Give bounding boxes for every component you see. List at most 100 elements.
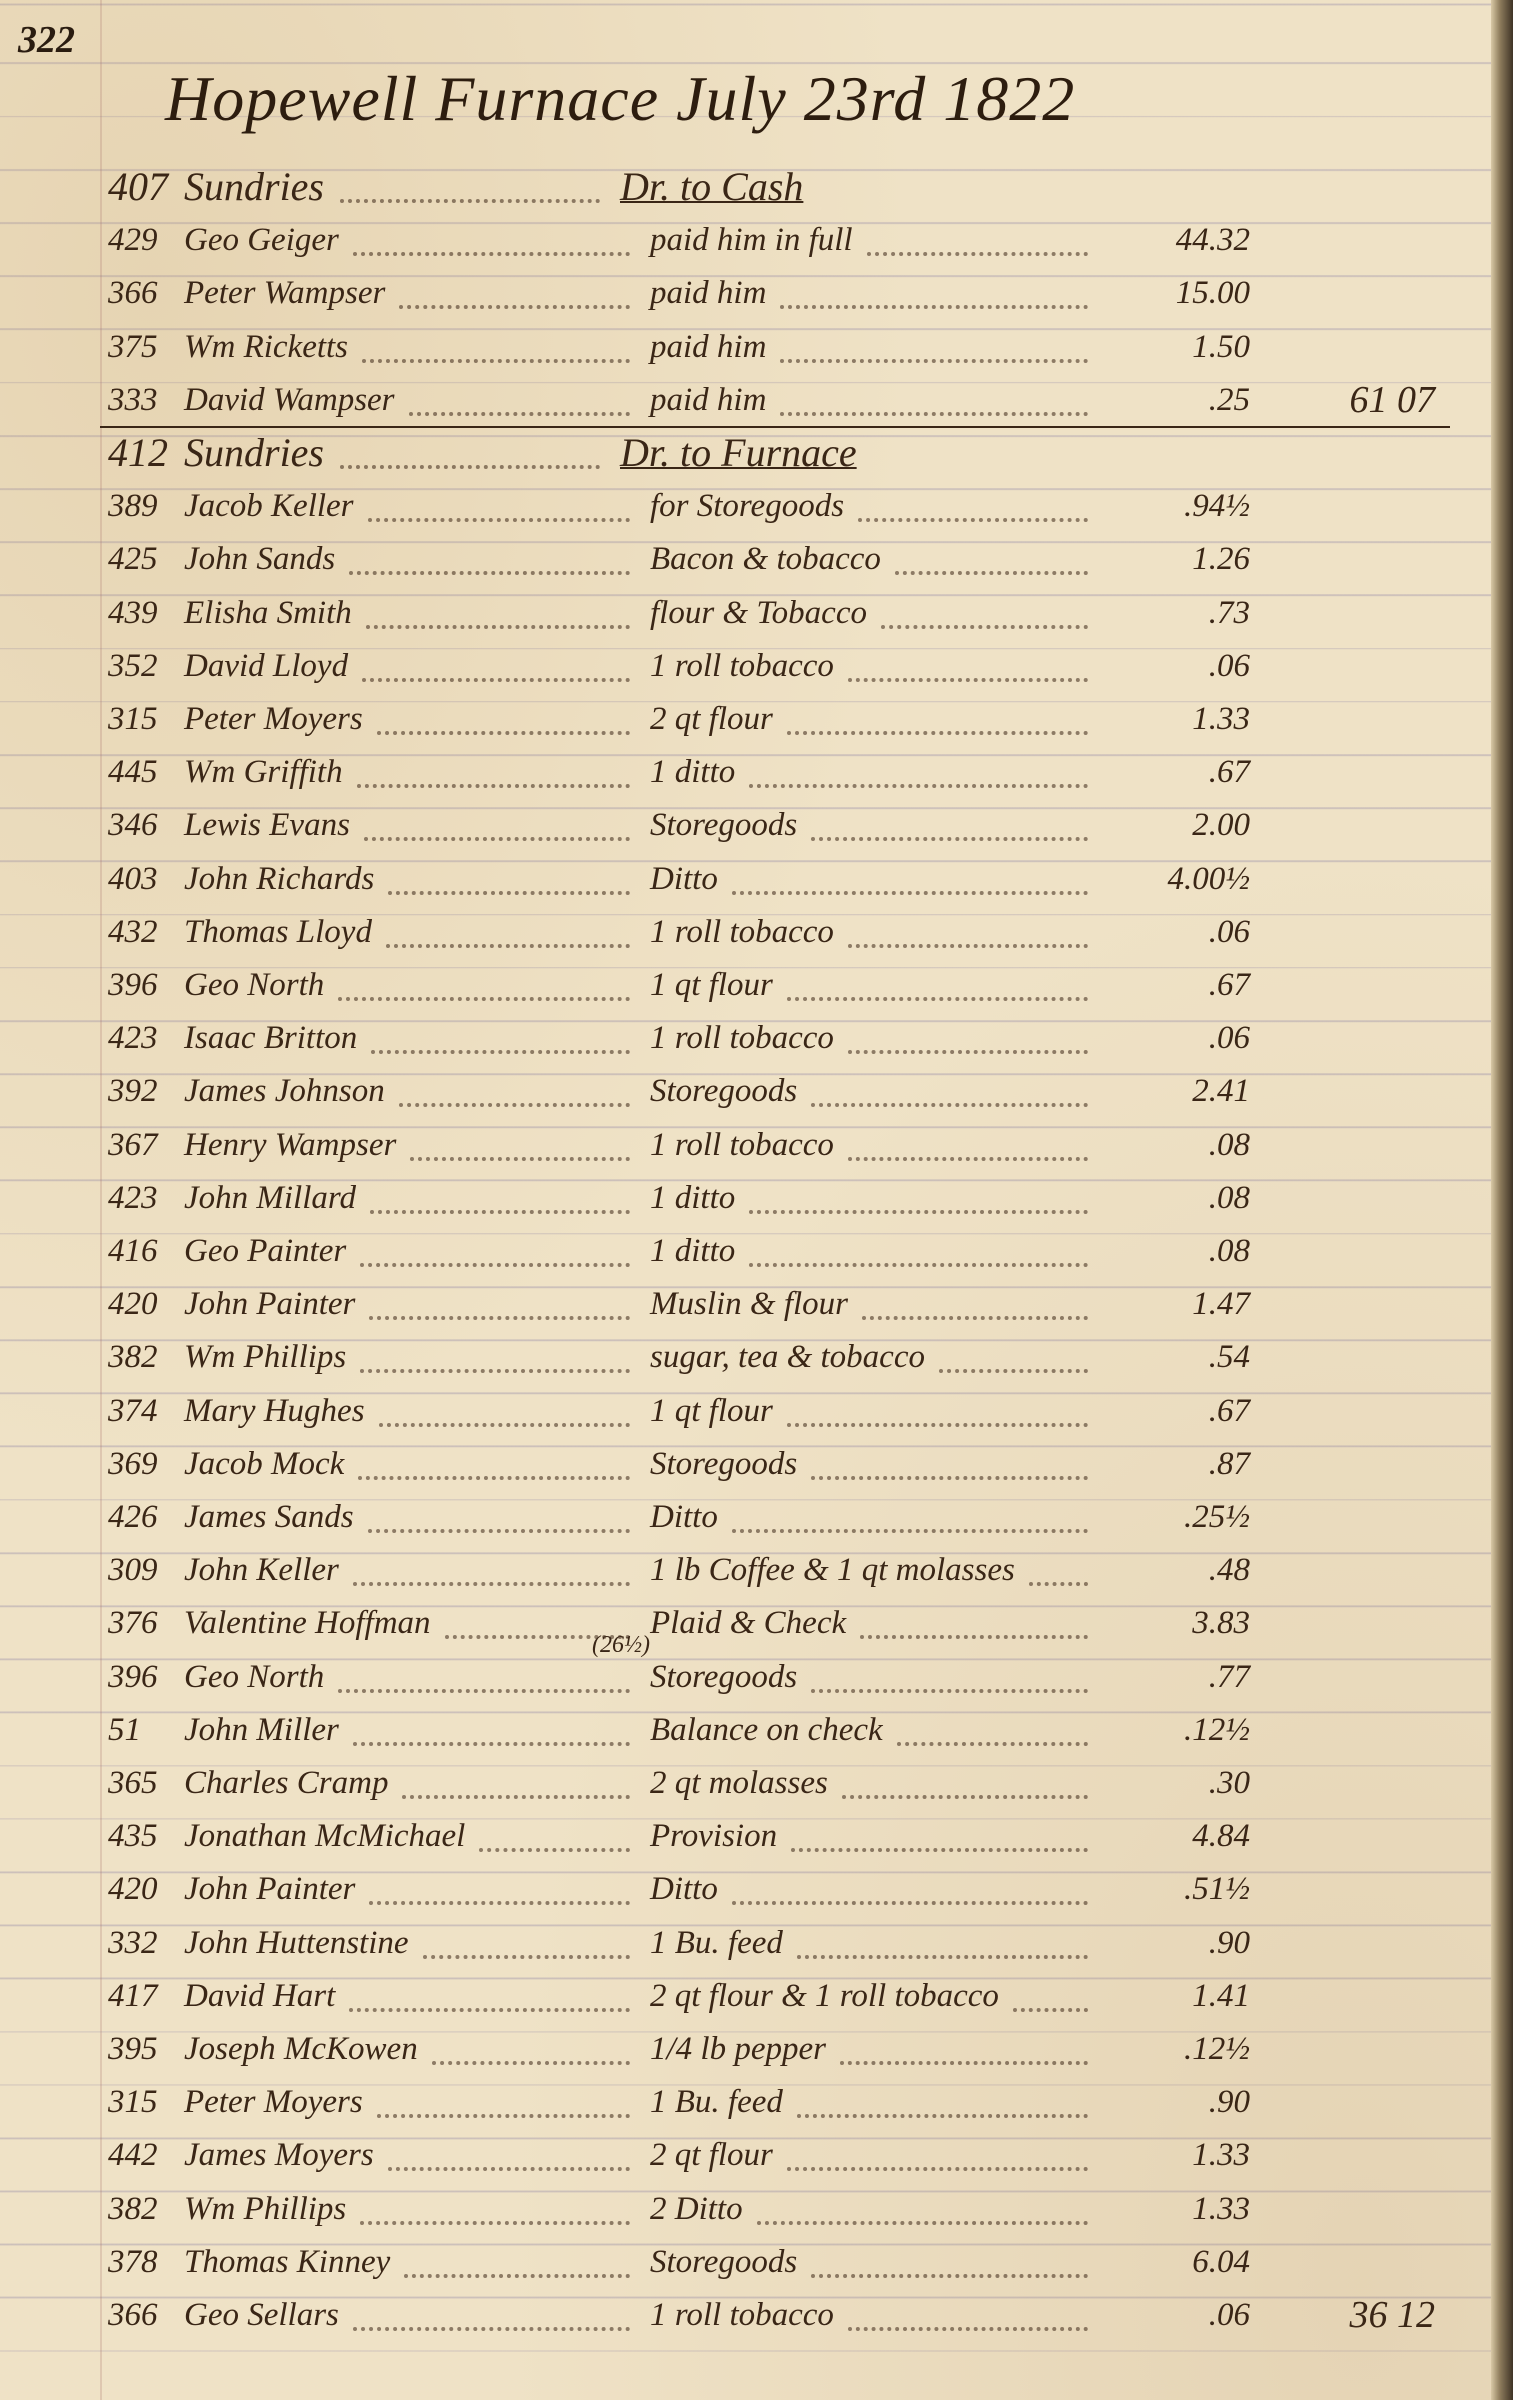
- item-description: Ditto: [650, 1871, 718, 1908]
- account-number: 389: [108, 488, 158, 525]
- dot-leader: [368, 1529, 630, 1533]
- dot-leader: [349, 571, 630, 576]
- dot-leader: [432, 2061, 630, 2065]
- dot-leader: [797, 1954, 1088, 1959]
- item-amount: 1.47: [1192, 1286, 1250, 1323]
- account-number: 445: [108, 754, 158, 791]
- dot-leader: [848, 1156, 1088, 1161]
- account-number: 423: [108, 1179, 158, 1216]
- item-amount: .06: [1208, 647, 1250, 684]
- account-number: 403: [108, 860, 158, 897]
- account-name: Geo Painter: [184, 1233, 347, 1269]
- dot-leader: [732, 1901, 1088, 1906]
- account-number: 439: [108, 594, 158, 631]
- account-number: 423: [108, 1020, 158, 1057]
- item-description: flour & Tobacco: [650, 594, 867, 631]
- item-amount: .48: [1208, 1552, 1250, 1589]
- item-description: Muslin & flour: [650, 1286, 849, 1323]
- dot-leader: [445, 1635, 630, 1640]
- dot-leader: [371, 1050, 630, 1055]
- item-amount: 2.00: [1192, 807, 1250, 844]
- account-name: John Huttenstine: [184, 1924, 409, 1961]
- dot-leader: [364, 837, 630, 842]
- item-description: Balance on check: [650, 1711, 883, 1748]
- account-name: Isaac Britton: [184, 1020, 358, 1057]
- item-amount: 1.50: [1192, 328, 1250, 365]
- item-amount: .08: [1208, 1179, 1250, 1216]
- item-description: 1 ditto: [650, 1179, 736, 1216]
- account-name: Jonathan McMichael: [184, 1818, 466, 1855]
- item-description: 2 qt molasses: [650, 1765, 828, 1801]
- dot-leader: [848, 677, 1088, 682]
- account-name: James Johnson: [184, 1073, 385, 1110]
- item-amount: .06: [1208, 1020, 1250, 1057]
- account-name: Joseph McKowen: [184, 2031, 418, 2067]
- dot-leader: [377, 2114, 630, 2119]
- page-number: 322: [18, 19, 75, 61]
- item-description: 1 roll tobacco: [650, 2297, 834, 2333]
- account-name: Wm Griffith: [184, 754, 343, 791]
- item-description: 1 Bu. feed: [650, 1924, 783, 1961]
- item-amount: .77: [1208, 1658, 1250, 1695]
- account-number: 395: [108, 2031, 158, 2067]
- account-number: 375: [108, 328, 158, 365]
- item-description: 2 qt flour & 1 roll tobacco: [650, 1977, 999, 2014]
- item-amount: .25½: [1184, 1499, 1250, 1535]
- account-number: 396: [108, 967, 158, 1003]
- dot-leader: [386, 943, 630, 948]
- dot-leader: [732, 890, 1088, 895]
- account-number: 367: [108, 1126, 158, 1163]
- account-number: 429: [108, 222, 158, 259]
- item-description: paid him: [650, 328, 767, 365]
- item-description: 2 Ditto: [650, 2190, 743, 2227]
- dot-leader: [811, 1688, 1088, 1693]
- section-account: 412: [108, 430, 168, 475]
- item-description: Storegoods: [650, 1445, 798, 1482]
- account-name: Lewis Evans: [184, 807, 350, 844]
- dot-leader: [338, 1688, 630, 1693]
- item-amount: 6.04: [1192, 2243, 1250, 2280]
- account-name: Elisha Smith: [184, 594, 352, 631]
- dot-leader: [366, 624, 630, 629]
- account-number: 376: [108, 1605, 158, 1642]
- section-caption: Dr. to Furnace: [620, 430, 857, 475]
- account-number: 382: [108, 1339, 158, 1376]
- dot-leader: [399, 305, 630, 310]
- item-description: 2 qt flour: [650, 2137, 773, 2174]
- account-name: James Moyers: [184, 2137, 374, 2174]
- dot-leader: [353, 252, 630, 257]
- item-amount: .94½: [1184, 488, 1250, 525]
- item-amount: .06: [1208, 913, 1250, 950]
- item-amount: .08: [1208, 1126, 1250, 1163]
- account-name: John Painter: [184, 1286, 356, 1323]
- account-number: 309: [108, 1552, 158, 1589]
- item-amount: .12½: [1184, 2031, 1250, 2067]
- dot-leader: [340, 199, 600, 203]
- dot-leader: [362, 677, 630, 682]
- item-description: 1 qt flour: [650, 967, 773, 1003]
- dot-leader: [360, 1369, 630, 1374]
- dot-leader: [757, 2220, 1088, 2225]
- account-number: 442: [108, 2137, 158, 2174]
- dot-leader: [749, 1209, 1088, 1214]
- dot-leader: [479, 1848, 630, 1853]
- account-name: Geo North: [184, 1658, 325, 1695]
- dot-leader: [867, 252, 1088, 257]
- account-number: 332: [108, 1924, 158, 1961]
- dot-leader: [848, 943, 1088, 948]
- item-amount: .08: [1208, 1233, 1250, 1269]
- item-description: 1 ditto: [650, 754, 736, 791]
- account-name: Geo North: [184, 967, 325, 1003]
- account-name: Mary Hughes: [184, 1392, 365, 1429]
- dot-leader: [848, 2327, 1088, 2331]
- item-description: Plaid & Check: [650, 1605, 847, 1642]
- item-amount: .25: [1208, 381, 1250, 418]
- account-number: 333: [108, 381, 158, 418]
- account-number: 432: [108, 913, 158, 950]
- dot-leader: [811, 1103, 1088, 1108]
- dot-leader: [848, 1050, 1088, 1055]
- account-number: 416: [108, 1233, 158, 1269]
- account-name: Jacob Mock: [184, 1445, 345, 1482]
- item-description: Storegoods: [650, 1073, 798, 1110]
- section-account: 407: [108, 164, 168, 209]
